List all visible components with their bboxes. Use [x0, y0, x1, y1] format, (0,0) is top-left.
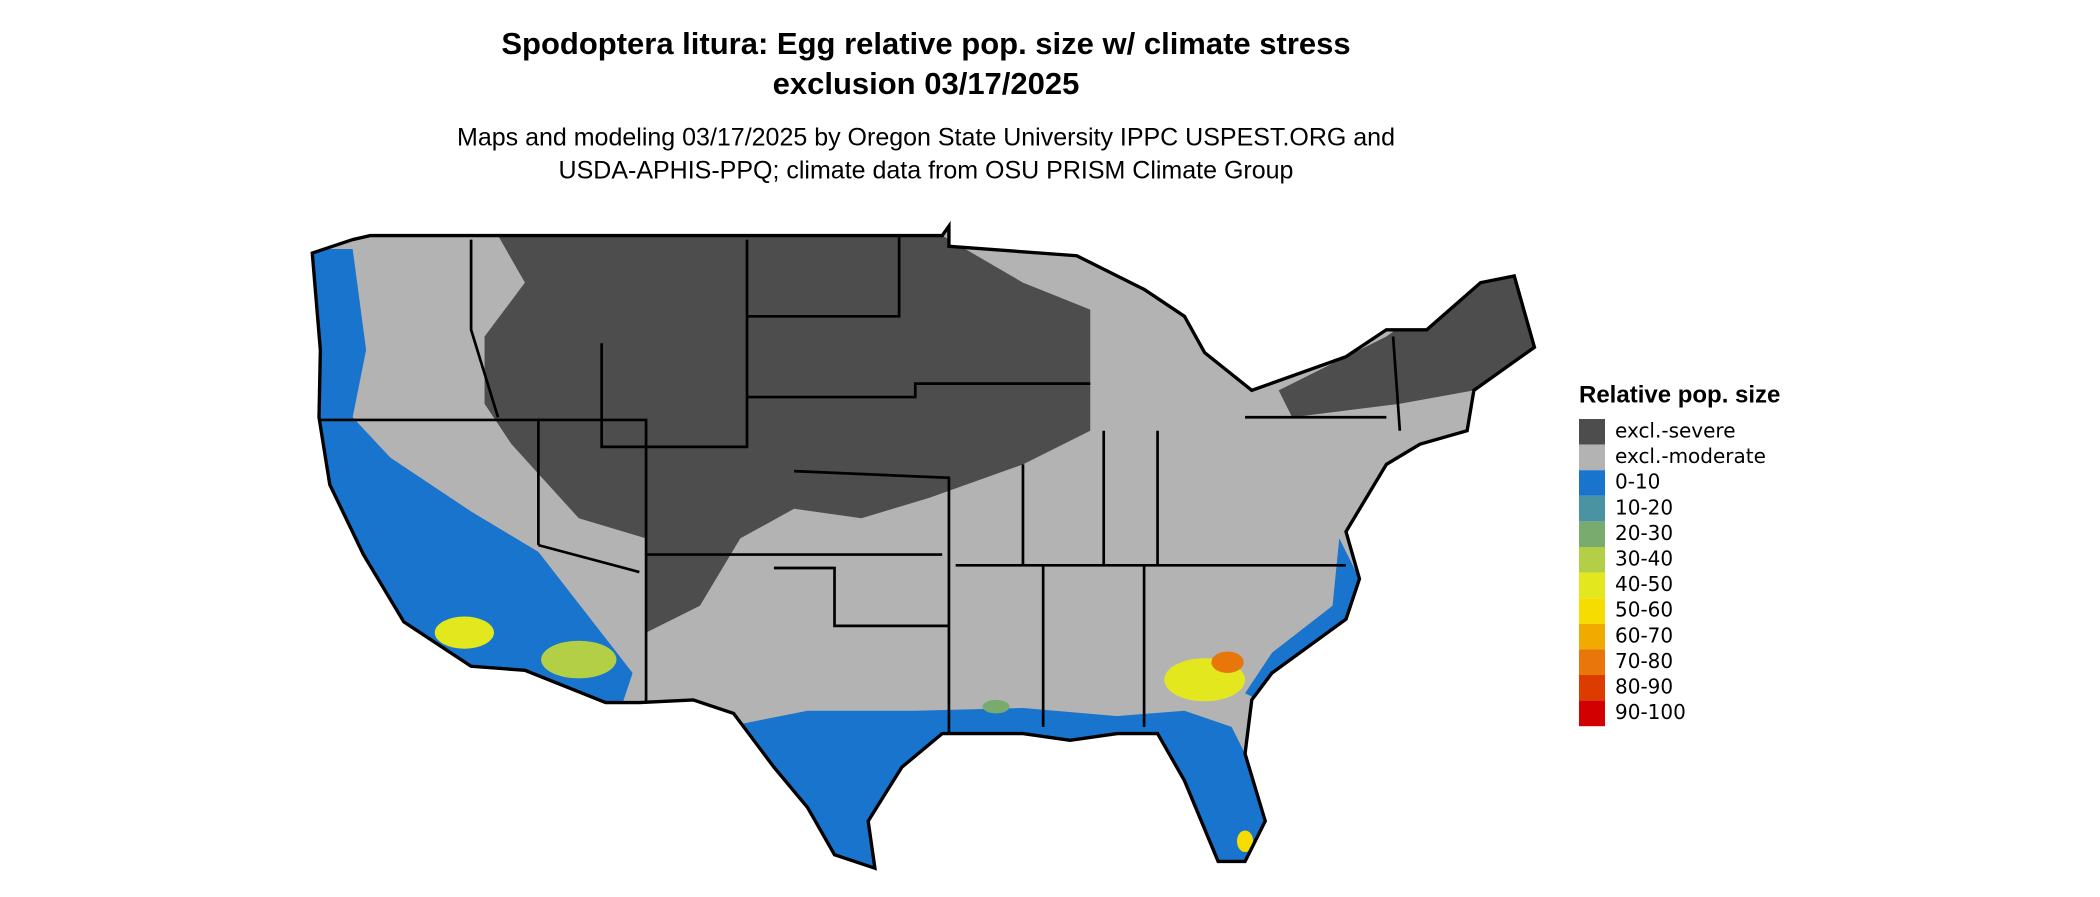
legend-swatch: [1579, 572, 1605, 599]
high-region: [1211, 651, 1244, 673]
subtitle-line: USDA-APHIS-PPQ; climate data from OSU PR…: [559, 157, 1294, 185]
legend-label: excl.-severe: [1615, 419, 1736, 443]
legend-label: 10-20: [1615, 495, 1673, 519]
legend-label: 80-90: [1615, 675, 1673, 699]
us-map: [310, 220, 1537, 871]
mid-region: [541, 640, 617, 679]
legend-label: excl.-moderate: [1615, 444, 1766, 468]
title-line: exclusion 03/17/2025: [773, 66, 1080, 101]
legend-label: 40-50: [1615, 572, 1673, 596]
mid-region: [982, 699, 1010, 714]
mid-region: [434, 616, 494, 649]
legend-label: 70-80: [1615, 649, 1673, 673]
severe-region: [1278, 269, 1535, 418]
legend-swatch: [1579, 598, 1605, 624]
legend-swatch: [1579, 444, 1605, 471]
title-line: Spodoptera litura: Egg relative pop. siz…: [501, 26, 1350, 61]
legend-label: 30-40: [1615, 547, 1673, 571]
legend-swatch: [1579, 623, 1605, 650]
legend-label: 0-10: [1615, 470, 1660, 494]
state-lines: [319, 235, 1402, 734]
legend-label: 20-30: [1615, 521, 1673, 545]
low-region: [726, 707, 1272, 869]
subtitle-line: Maps and modeling 03/17/2025 by Oregon S…: [457, 124, 1395, 152]
severe-region: [484, 235, 1091, 633]
legend-title: Relative pop. size: [1579, 381, 1780, 408]
low-region: [1245, 538, 1360, 700]
legend-label: 90-100: [1615, 700, 1686, 724]
legend: excl.-severeexcl.-moderate0-1010-2020-30…: [1579, 419, 1766, 727]
legend-swatch: [1579, 521, 1605, 547]
legend-swatch: [1579, 495, 1605, 522]
legend-swatch: [1579, 700, 1605, 727]
legend-swatch: [1579, 675, 1605, 701]
legend-swatch: [1579, 547, 1605, 573]
legend-swatch: [1579, 649, 1605, 675]
legend-swatch: [1579, 419, 1605, 445]
legend-label: 60-70: [1615, 623, 1673, 647]
mid-region: [1236, 830, 1254, 853]
legend-swatch: [1579, 470, 1605, 496]
legend-label: 50-60: [1615, 598, 1673, 622]
us-outline: [310, 220, 1537, 871]
